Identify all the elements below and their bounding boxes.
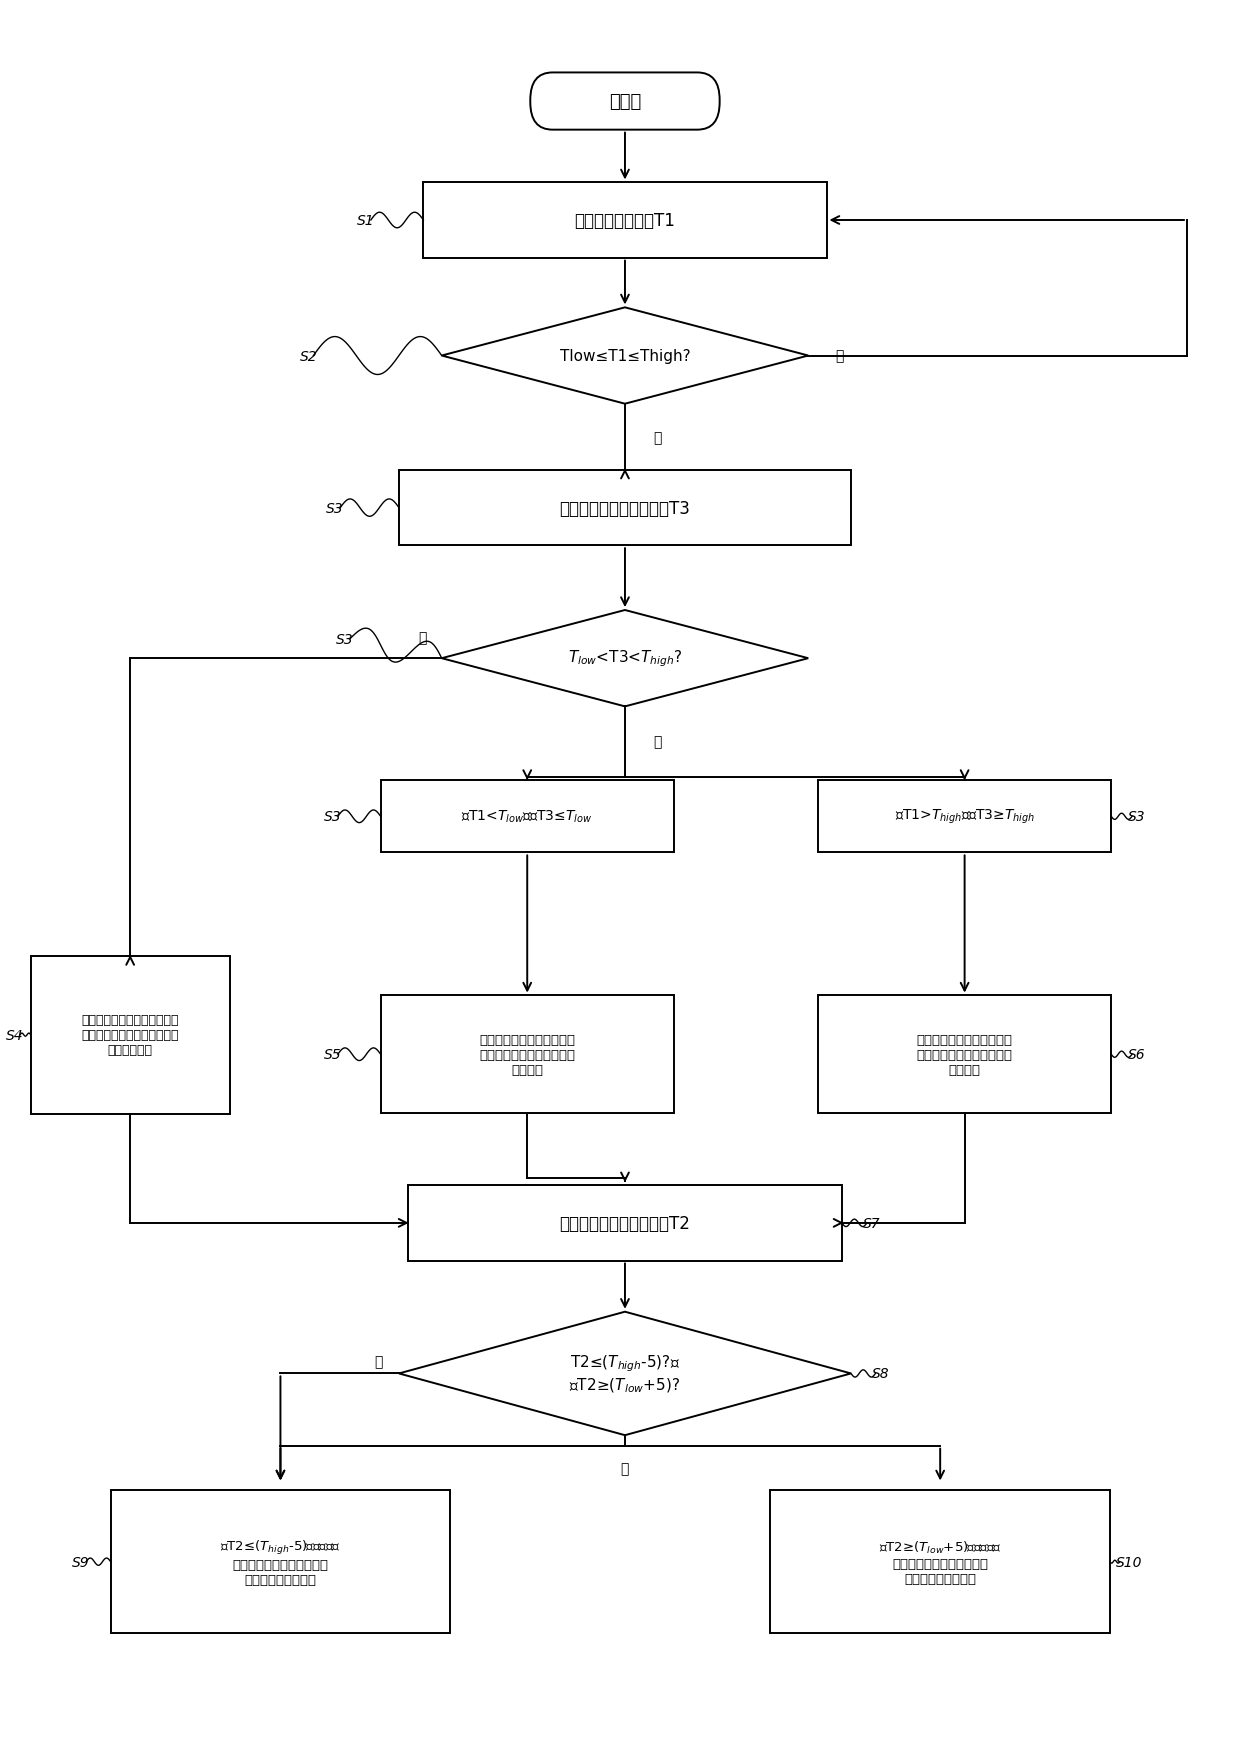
Polygon shape [399,1311,851,1435]
FancyBboxPatch shape [110,1490,450,1633]
Polygon shape [441,308,808,405]
Text: 是: 是 [621,1461,629,1475]
Text: 是: 是 [419,631,427,645]
Text: 启动电池外箱体单元进风口进
风扇，将外部环境空气抽入电
池外箱体单元: 启动电池外箱体单元进风口进 风扇，将外部环境空气抽入电 池外箱体单元 [82,1014,179,1057]
Text: S3: S3 [1128,810,1146,824]
FancyBboxPatch shape [381,996,673,1113]
Text: S7: S7 [863,1216,880,1229]
Text: S2: S2 [300,350,317,363]
Text: 若T1<$T_{low}$，且T3≤$T_{low}$: 若T1<$T_{low}$，且T3≤$T_{low}$ [461,809,593,824]
Text: 否: 否 [653,734,661,748]
Text: 读取电池外箱体外部温度T3: 读取电池外箱体外部温度T3 [559,499,691,516]
FancyBboxPatch shape [770,1490,1110,1633]
Text: S8: S8 [872,1367,889,1381]
FancyBboxPatch shape [423,183,827,259]
Text: 若T2≥($T_{low}$+5)，关闭电池
外箱体单元进风口进风扇或
电池外箱体加热单元: 若T2≥($T_{low}$+5)，关闭电池 外箱体单元进风口进风扇或 电池外箱… [879,1539,1002,1584]
FancyBboxPatch shape [31,956,229,1115]
Text: 若T1>$T_{high}$，且T3≥$T_{high}$: 若T1>$T_{high}$，且T3≥$T_{high}$ [894,807,1034,826]
FancyBboxPatch shape [381,781,673,852]
Text: 是: 是 [835,350,843,363]
Polygon shape [441,610,808,708]
Text: $T_{low}$<T3<$T_{high}$?: $T_{low}$<T3<$T_{high}$? [568,649,682,670]
FancyBboxPatch shape [818,996,1111,1113]
FancyBboxPatch shape [408,1186,842,1261]
Text: S5: S5 [324,1047,341,1061]
Text: 读取电池本体温度T1: 读取电池本体温度T1 [574,212,676,230]
Text: S3: S3 [336,633,353,647]
Text: T2≤($T_{high}$-5)?或
者T2≥($T_{low}$+5)?: T2≤($T_{high}$-5)?或 者T2≥($T_{low}$+5)? [569,1353,681,1395]
Text: 否: 否 [653,431,661,445]
Text: 否: 否 [374,1355,383,1369]
Text: 初始化: 初始化 [609,92,641,111]
Text: 读取电池外箱体内部温度T2: 读取电池外箱体内部温度T2 [559,1214,691,1233]
Text: S4: S4 [6,1028,24,1042]
Text: 若T2≤($T_{high}$-5)，关闭电池
外箱体单元进风口进风扇或
电池外箱体冷却单元: 若T2≤($T_{high}$-5)，关闭电池 外箱体单元进风口进风扇或 电池外… [219,1537,341,1586]
Text: S9: S9 [72,1555,89,1569]
Text: S10: S10 [1116,1555,1142,1569]
Text: S1: S1 [357,214,374,228]
Text: 启动电池外箱体加热单元，
对电池外箱体单元内部空气
进行加热: 启动电池外箱体加热单元， 对电池外箱体单元内部空气 进行加热 [479,1033,575,1076]
FancyBboxPatch shape [399,471,851,546]
FancyBboxPatch shape [531,73,719,130]
Text: S3: S3 [324,810,341,824]
FancyBboxPatch shape [818,781,1111,852]
Text: 启动电池外箱体冷却单元，
对电池外箱体单元内部空气
进行冷却: 启动电池外箱体冷却单元， 对电池外箱体单元内部空气 进行冷却 [916,1033,1013,1076]
Text: S3: S3 [326,501,343,515]
Text: Tlow≤T1≤Thigh?: Tlow≤T1≤Thigh? [559,350,691,363]
Text: S6: S6 [1128,1047,1146,1061]
